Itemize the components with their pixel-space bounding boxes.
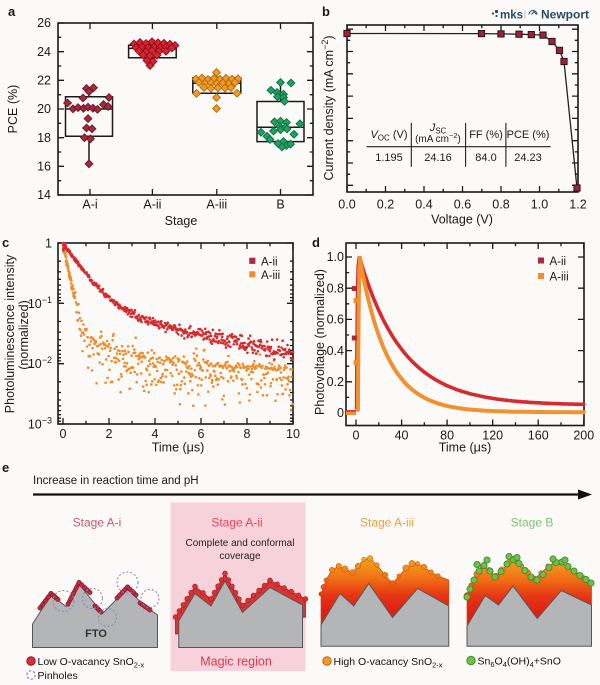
svg-text:0.4: 0.4: [415, 198, 432, 212]
svg-text:120: 120: [482, 429, 503, 443]
svg-text:Photovoltage (normalized): Photovoltage (normalized): [313, 269, 327, 415]
svg-text:Photoluminescence intensity: Photoluminescence intensity: [3, 254, 17, 413]
svg-text:Current density (mA cm−2): Current density (mA cm−2): [320, 35, 336, 180]
svg-text:mks: mks: [500, 10, 523, 22]
svg-text:80: 80: [440, 429, 454, 443]
svg-text:22: 22: [37, 74, 51, 88]
svg-text:PCE (%): PCE (%): [6, 85, 20, 134]
svg-text:B: B: [276, 198, 284, 212]
svg-text:0.2: 0.2: [327, 375, 344, 389]
svg-text:14: 14: [37, 188, 51, 202]
svg-text:40: 40: [395, 429, 409, 443]
svg-text:1.2: 1.2: [569, 198, 586, 212]
svg-text:coverage: coverage: [219, 551, 261, 562]
svg-text:Voltage (V): Voltage (V): [431, 213, 493, 227]
svg-text:VOC (V): VOC (V): [370, 129, 407, 143]
svg-text:0.4: 0.4: [327, 344, 344, 358]
svg-text:26: 26: [37, 16, 51, 30]
svg-text:0.0: 0.0: [338, 198, 355, 212]
svg-text:A-ii: A-ii: [261, 257, 278, 269]
svg-text:0.8: 0.8: [327, 281, 344, 295]
svg-text:(normalized): (normalized): [17, 300, 31, 369]
svg-text:Time (μs): Time (μs): [152, 441, 205, 455]
svg-text:24.16: 24.16: [424, 152, 452, 164]
svg-text:e: e: [2, 460, 9, 475]
svg-text:Stage B: Stage B: [511, 516, 554, 530]
svg-text:Sn6O4(OH)4+SnO: Sn6O4(OH)4+SnO: [478, 656, 561, 670]
svg-text:0.6: 0.6: [327, 313, 344, 327]
svg-text:2: 2: [106, 427, 113, 441]
svg-text:Stage A-i: Stage A-i: [73, 516, 122, 530]
svg-text:Time (μs): Time (μs): [439, 441, 492, 455]
svg-text:Stage A-ii: Stage A-ii: [211, 516, 262, 530]
svg-text:1.0: 1.0: [531, 198, 548, 212]
svg-text:18: 18: [37, 131, 51, 145]
svg-text:b: b: [322, 4, 330, 19]
svg-text:Pinholes: Pinholes: [38, 670, 78, 682]
svg-text:A-iii: A-iii: [550, 272, 569, 284]
svg-text:6: 6: [198, 427, 205, 441]
svg-text:High O-vacancy SnO2-x: High O-vacancy SnO2-x: [334, 656, 443, 670]
svg-text:0: 0: [337, 406, 344, 420]
svg-text:c: c: [2, 235, 9, 250]
svg-text:Stage: Stage: [165, 214, 198, 228]
svg-text:A-ii: A-ii: [143, 198, 161, 212]
svg-text:20: 20: [37, 102, 51, 116]
svg-text:A-i: A-i: [82, 198, 97, 212]
svg-text:24.23: 24.23: [514, 152, 542, 164]
svg-text:1: 1: [45, 237, 52, 251]
svg-text:0.2: 0.2: [377, 198, 394, 212]
svg-text:1.0: 1.0: [327, 250, 344, 264]
svg-text:16: 16: [37, 160, 51, 174]
svg-text:Magic region: Magic region: [200, 655, 272, 669]
svg-text:0: 0: [60, 427, 67, 441]
svg-text:0: 0: [353, 429, 360, 443]
svg-text:84.0: 84.0: [475, 152, 496, 164]
svg-text:0.8: 0.8: [492, 198, 509, 212]
svg-text:0.6: 0.6: [454, 198, 471, 212]
svg-text:PCE (%): PCE (%): [507, 129, 550, 141]
svg-text:Newport: Newport: [541, 8, 589, 22]
svg-text:FTO: FTO: [85, 628, 107, 640]
svg-text:a: a: [8, 4, 16, 19]
svg-text:200: 200: [573, 429, 594, 443]
svg-text:10: 10: [286, 427, 300, 441]
svg-text:Complete and conformal: Complete and conformal: [186, 538, 295, 549]
svg-text:d: d: [312, 235, 320, 250]
svg-text:Low O-vacancy SnO2-x: Low O-vacancy SnO2-x: [38, 656, 145, 670]
svg-text:A-ii: A-ii: [550, 256, 567, 268]
svg-text:Increase in reaction time and: Increase in reaction time and pH: [33, 475, 199, 487]
svg-text:FF (%): FF (%): [469, 129, 503, 141]
svg-text:8: 8: [244, 427, 251, 441]
svg-text:1.195: 1.195: [375, 152, 403, 164]
svg-text:160: 160: [528, 429, 549, 443]
svg-text:JSC: JSC: [429, 122, 447, 136]
svg-text:A-iii: A-iii: [206, 198, 227, 212]
svg-text:Stage A-iii: Stage A-iii: [360, 516, 414, 530]
svg-text:24: 24: [37, 45, 51, 59]
svg-text:4: 4: [152, 427, 159, 441]
svg-text:A-iii: A-iii: [261, 270, 280, 282]
